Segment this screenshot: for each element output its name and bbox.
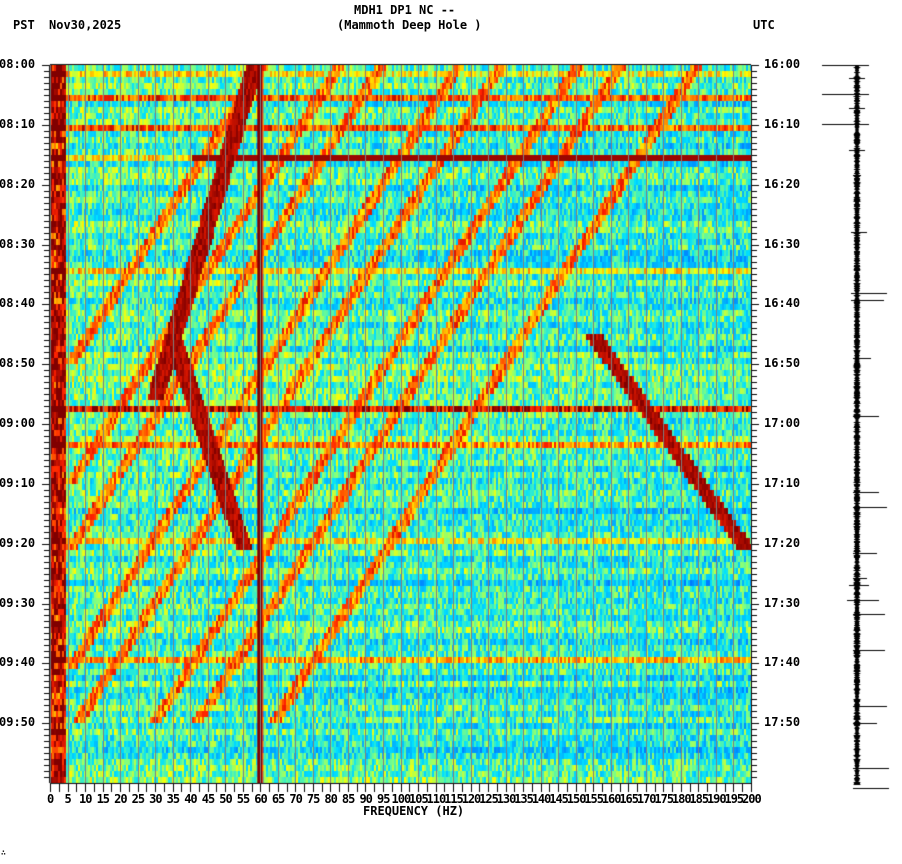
frequency-tick-label: 155 [584,792,604,806]
right-time-label: 17:10 [764,475,801,490]
frequency-tick-label: 165 [619,792,639,806]
right-time-label: 16:30 [764,236,801,251]
frequency-tick-label: 125 [479,792,499,806]
frequency-tick-label: 115 [444,792,464,806]
frequency-tick-label: 195 [724,792,744,806]
left-time-label: 09:10 [0,475,36,490]
left-time-label: 08:50 [0,356,36,371]
corner-mark: ∴ [1,848,6,857]
frequency-tick-label: 135 [514,792,534,806]
frequency-tick-label: 75 [306,792,320,806]
left-time-label: 08:00 [0,57,36,71]
frequency-tick-label: 150 [566,792,587,806]
frequency-tick-label: 175 [654,792,674,806]
station-name: (Mammoth Deep Hole ) [337,18,482,32]
frequency-tick-label: 100 [391,792,412,806]
frequency-tick-label: 90 [359,792,372,806]
frequency-tick-label: 95 [376,792,390,806]
right-timezone-label: UTC [753,18,775,32]
frequency-tick-label: 50 [219,792,232,806]
left-time-label: 08:30 [0,236,36,251]
date-label: Nov30,2025 [49,18,122,32]
frequency-tick-label: 20 [114,792,127,806]
left-time-label: 09:20 [0,535,36,550]
frequency-tick-label: 110 [426,792,447,806]
seismogram-trace [815,60,902,790]
frequency-tick-label: 60 [254,792,267,806]
right-time-label: 16:50 [764,356,801,371]
frequency-tick-label: 30 [149,792,162,806]
frequency-tick-label: 160 [601,792,622,806]
frequency-tick-label: 120 [461,792,482,806]
left-time-label: 08:40 [0,296,36,311]
left-time-label: 09:00 [0,416,36,430]
frequency-tick-label: 85 [341,792,355,806]
frequency-tick-label: 65 [271,792,285,806]
frequency-tick-label: 170 [636,792,657,806]
frequency-tick-label: 0 [47,792,54,806]
right-time-label: 17:30 [764,595,801,610]
frequency-tick-label: 200 [742,792,762,806]
station-line: MDH1 DP1 NC -- [354,3,456,17]
x-axis-title: FREQUENCY (HZ) [363,804,465,818]
left-time-label: 08:10 [0,116,36,131]
left-time-label: 09:50 [0,715,36,730]
frequency-tick-label: 105 [409,792,429,806]
frequency-tick-label: 35 [166,792,180,806]
frequency-tick-label: 55 [236,792,250,806]
spectrogram-plot [50,65,751,783]
frequency-tick-label: 40 [184,792,197,806]
frequency-tick-label: 80 [324,792,337,806]
frequency-tick-label: 180 [671,792,692,806]
left-timezone-label: PST [13,18,35,32]
frequency-tick-label: 145 [549,792,569,806]
frequency-tick-label: 190 [706,792,727,806]
left-time-label: 09:40 [0,655,36,670]
left-time-label: 09:30 [0,595,36,610]
frequency-tick-label: 45 [201,792,215,806]
frequency-tick-label: 10 [79,792,92,806]
frequency-tick-label: 140 [531,792,552,806]
right-time-label: 17:00 [764,416,801,430]
right-time-label: 16:40 [764,296,801,311]
right-time-label: 17:40 [764,655,801,670]
right-time-label: 16:10 [764,116,801,131]
right-time-label: 16:00 [764,57,801,71]
right-time-label: 17:50 [764,715,801,730]
right-time-label: 16:20 [764,176,801,191]
frequency-tick-label: 70 [289,792,302,806]
frequency-tick-label: 130 [496,792,517,806]
right-time-label: 17:20 [764,535,801,550]
frequency-tick-label: 5 [64,792,72,806]
frequency-tick-label: 15 [96,792,110,806]
frequency-tick-label: 25 [131,792,145,806]
frequency-tick-label: 185 [689,792,709,806]
left-time-label: 08:20 [0,176,36,191]
